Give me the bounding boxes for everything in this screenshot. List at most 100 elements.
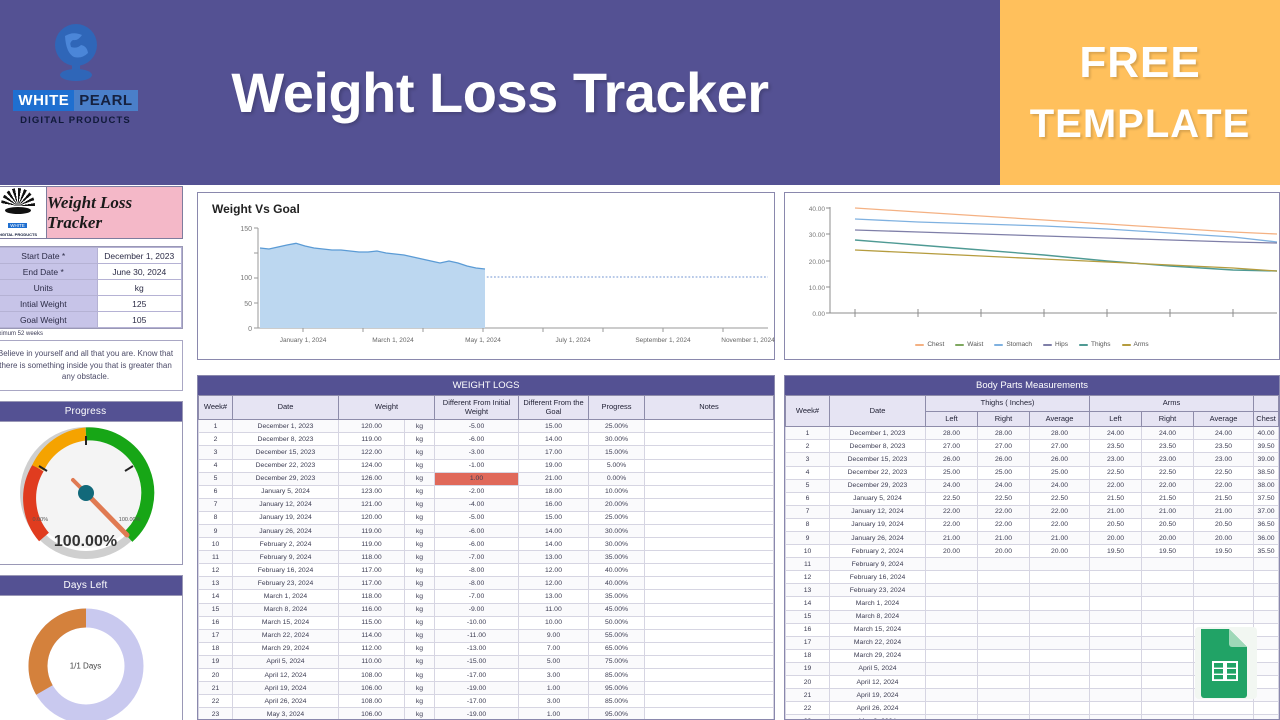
unit-cell[interactable]: kg bbox=[404, 668, 435, 683]
thigh-average-cell[interactable] bbox=[1028, 609, 1091, 624]
week-cell[interactable]: 3 bbox=[785, 452, 830, 467]
notes-cell[interactable] bbox=[644, 681, 774, 696]
weight-cell[interactable]: 124.00 bbox=[338, 458, 405, 473]
date-cell[interactable]: January 26, 2024 bbox=[232, 523, 339, 539]
progress-cell[interactable]: 0.00% bbox=[588, 471, 645, 486]
arm-right-cell[interactable]: 22.00 bbox=[1141, 478, 1195, 493]
thigh-average-cell[interactable] bbox=[1028, 583, 1091, 598]
arm-average-cell[interactable]: 21.50 bbox=[1193, 491, 1255, 506]
table-row[interactable]: 9 January 26, 2024 21.00 21.00 21.00 20.00 20.… bbox=[785, 530, 1279, 546]
thigh-average-cell[interactable]: 28.00 bbox=[1028, 426, 1091, 441]
arm-average-cell[interactable]: 22.50 bbox=[1193, 465, 1255, 480]
diff-initial-cell[interactable]: -5.00 bbox=[434, 510, 519, 526]
arm-average-cell[interactable]: 20.50 bbox=[1193, 517, 1255, 533]
diff-initial-cell[interactable]: -19.00 bbox=[434, 681, 519, 696]
thigh-average-cell[interactable] bbox=[1028, 648, 1091, 663]
arm-left-cell[interactable] bbox=[1089, 609, 1143, 624]
thigh-left-cell[interactable]: 27.00 bbox=[925, 439, 978, 454]
table-row[interactable]: 20 April 12, 2024 bbox=[785, 675, 1279, 690]
week-cell[interactable]: 16 bbox=[785, 622, 830, 637]
arm-left-cell[interactable] bbox=[1089, 688, 1143, 703]
week-cell[interactable]: 22 bbox=[785, 701, 830, 716]
notes-cell[interactable] bbox=[644, 458, 774, 473]
week-cell[interactable]: 3 bbox=[198, 445, 233, 460]
thigh-right-cell[interactable]: 25.00 bbox=[977, 465, 1030, 480]
diff-initial-cell[interactable]: -6.00 bbox=[434, 523, 519, 539]
thigh-average-cell[interactable] bbox=[1028, 596, 1091, 611]
arm-right-cell[interactable] bbox=[1141, 661, 1195, 677]
diff-initial-cell[interactable]: -2.00 bbox=[434, 484, 519, 499]
thigh-left-cell[interactable]: 22.50 bbox=[925, 491, 978, 506]
week-cell[interactable]: 9 bbox=[785, 530, 830, 546]
chest-cell[interactable] bbox=[1253, 596, 1279, 611]
date-cell[interactable]: December 15, 2023 bbox=[232, 445, 339, 460]
arm-left-cell[interactable] bbox=[1089, 622, 1143, 637]
week-cell[interactable]: 21 bbox=[785, 688, 830, 703]
arm-left-cell[interactable]: 23.50 bbox=[1089, 439, 1143, 454]
date-cell[interactable]: December 8, 2023 bbox=[829, 439, 926, 454]
date-cell[interactable]: December 8, 2023 bbox=[232, 432, 339, 447]
notes-cell[interactable] bbox=[644, 510, 774, 526]
arm-left-cell[interactable]: 21.00 bbox=[1089, 504, 1143, 519]
diff-goal-cell[interactable]: 5.00 bbox=[518, 654, 589, 670]
chest-cell[interactable]: 39.00 bbox=[1253, 452, 1279, 467]
unit-cell[interactable]: kg bbox=[404, 510, 435, 526]
diff-goal-cell[interactable]: 15.00 bbox=[518, 510, 589, 526]
diff-goal-cell[interactable]: 13.00 bbox=[518, 550, 589, 565]
arm-average-cell[interactable]: 20.00 bbox=[1193, 530, 1255, 546]
diff-goal-cell[interactable]: 9.00 bbox=[518, 628, 589, 643]
chest-cell[interactable]: 37.00 bbox=[1253, 504, 1279, 519]
date-cell[interactable]: March 1, 2024 bbox=[232, 589, 339, 604]
weight-cell[interactable]: 108.00 bbox=[338, 668, 405, 683]
week-cell[interactable]: 4 bbox=[785, 465, 830, 480]
thigh-average-cell[interactable]: 22.00 bbox=[1028, 517, 1091, 533]
table-row[interactable]: 6 January 5, 2024 22.50 22.50 22.50 21.50 21.5… bbox=[785, 491, 1279, 506]
date-cell[interactable]: December 1, 2023 bbox=[829, 426, 926, 441]
arm-right-cell[interactable] bbox=[1141, 648, 1195, 663]
diff-goal-cell[interactable]: 10.00 bbox=[518, 615, 589, 630]
date-cell[interactable]: February 23, 2024 bbox=[829, 583, 926, 598]
table-row[interactable]: 15 March 8, 2024 116.00 kg -9.00 11.00 45.00% bbox=[198, 602, 774, 617]
progress-cell[interactable]: 55.00% bbox=[588, 628, 645, 643]
date-cell[interactable]: December 29, 2023 bbox=[232, 471, 339, 486]
weight-cell[interactable]: 121.00 bbox=[338, 497, 405, 512]
date-cell[interactable]: April 12, 2024 bbox=[232, 668, 339, 683]
arm-right-cell[interactable] bbox=[1141, 714, 1195, 719]
unit-cell[interactable]: kg bbox=[404, 419, 435, 434]
chest-cell[interactable] bbox=[1253, 557, 1279, 572]
week-cell[interactable]: 18 bbox=[785, 648, 830, 663]
thigh-right-cell[interactable] bbox=[977, 622, 1030, 637]
chest-cell[interactable] bbox=[1253, 622, 1279, 637]
thigh-average-cell[interactable]: 22.00 bbox=[1028, 504, 1091, 519]
progress-cell[interactable]: 5.00% bbox=[588, 458, 645, 473]
progress-cell[interactable]: 40.00% bbox=[588, 563, 645, 578]
thigh-average-cell[interactable] bbox=[1028, 635, 1091, 650]
thigh-average-cell[interactable]: 27.00 bbox=[1028, 439, 1091, 454]
unit-cell[interactable]: kg bbox=[404, 681, 435, 696]
thigh-average-cell[interactable]: 20.00 bbox=[1028, 544, 1091, 559]
arm-average-cell[interactable] bbox=[1193, 701, 1255, 716]
arm-right-cell[interactable] bbox=[1141, 675, 1195, 690]
thigh-right-cell[interactable] bbox=[977, 583, 1030, 598]
notes-cell[interactable] bbox=[644, 602, 774, 617]
arm-right-cell[interactable] bbox=[1141, 557, 1195, 572]
table-row[interactable]: 7 January 12, 2024 121.00 kg -4.00 16.00 20.00… bbox=[198, 497, 774, 512]
table-row[interactable]: 5 December 29, 2023 24.00 24.00 24.00 22.00 22… bbox=[785, 478, 1279, 493]
thigh-right-cell[interactable]: 21.00 bbox=[977, 530, 1030, 546]
notes-cell[interactable] bbox=[644, 523, 774, 539]
setting-value-start-date[interactable]: December 1, 2023 bbox=[96, 247, 183, 264]
date-cell[interactable]: February 2, 2024 bbox=[232, 537, 339, 552]
diff-initial-cell[interactable]: -4.00 bbox=[434, 497, 519, 512]
thigh-average-cell[interactable]: 22.50 bbox=[1028, 491, 1091, 506]
date-cell[interactable]: February 2, 2024 bbox=[829, 544, 926, 559]
arm-right-cell[interactable]: 21.50 bbox=[1141, 491, 1195, 506]
chest-cell[interactable] bbox=[1253, 714, 1279, 719]
weight-cell[interactable]: 112.00 bbox=[338, 641, 405, 656]
notes-cell[interactable] bbox=[644, 563, 774, 578]
thigh-right-cell[interactable] bbox=[977, 714, 1030, 719]
chest-cell[interactable]: 36.50 bbox=[1253, 517, 1279, 533]
arm-average-cell[interactable]: 22.00 bbox=[1193, 478, 1255, 493]
thigh-right-cell[interactable] bbox=[977, 688, 1030, 703]
arm-right-cell[interactable] bbox=[1141, 596, 1195, 611]
